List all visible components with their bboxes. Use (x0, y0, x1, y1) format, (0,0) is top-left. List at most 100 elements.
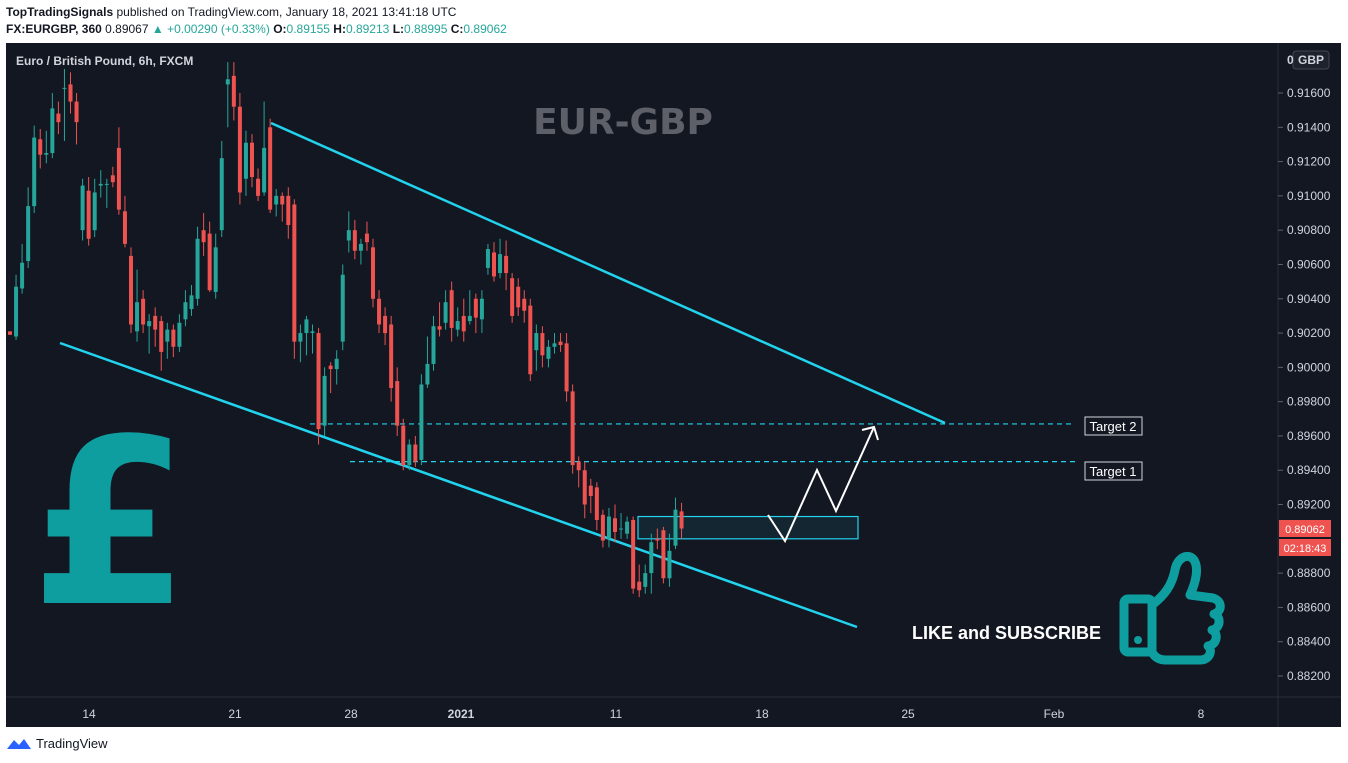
candle-body (122, 211, 127, 244)
candle-body (443, 302, 448, 323)
high-value: 0.89213 (345, 22, 390, 36)
tradingview-logo-icon (7, 738, 31, 749)
candle-body (86, 190, 91, 239)
candle-body (528, 305, 533, 375)
target2-box (1084, 416, 1143, 436)
published-text: published on TradingView.com, January 18… (116, 5, 457, 19)
footer-brand-text: TradingView (36, 736, 108, 751)
price-tick-label: 0.88200 (1287, 669, 1331, 683)
candle-body (50, 108, 55, 154)
price-change: ▲ +0.00290 (+0.33%) (151, 22, 270, 36)
candle-body (522, 298, 527, 311)
time-axis[interactable]: 14 21 28 2021 11 18 25 Feb 8 (82, 707, 1204, 721)
candles-group (8, 62, 684, 598)
candle-body (510, 278, 515, 316)
candle-body (364, 233, 369, 243)
currency-button[interactable] (1292, 50, 1330, 70)
candle-body (274, 195, 279, 205)
candle-body (649, 542, 654, 574)
publisher-name[interactable]: TopTradingSignals (6, 5, 114, 19)
candle-body (256, 178, 261, 196)
time-tick-label: 2021 (448, 707, 475, 721)
candle-body (74, 101, 79, 123)
price-tick-label: 0.91400 (1287, 120, 1331, 134)
time-tick-label: 25 (901, 707, 915, 721)
candle-body (8, 331, 12, 335)
price-tick-label: 0.88600 (1287, 600, 1331, 614)
channel-lower-line (59, 341, 858, 629)
candle-body (643, 573, 648, 587)
candle-body (334, 358, 339, 370)
candle-body (504, 255, 509, 274)
candle-body (129, 255, 133, 325)
price-tick-label: 0.89600 (1287, 429, 1331, 443)
candle-body (147, 321, 152, 327)
candle-body (637, 581, 642, 591)
low-value: 0.88995 (404, 22, 448, 36)
candle-body (26, 206, 31, 262)
candle-body (425, 363, 430, 385)
chart-area[interactable] (6, 43, 1341, 727)
time-tick-label: 11 (610, 707, 623, 721)
candle-body (268, 127, 273, 210)
candle-body (383, 315, 388, 334)
candle-body (588, 485, 593, 496)
candle-body (534, 333, 539, 351)
candle-body (44, 153, 49, 155)
candle-body (600, 514, 605, 541)
price-tick-label: 0.89800 (1287, 395, 1331, 409)
candle-body (377, 298, 382, 325)
candle-body (516, 286, 521, 308)
candle-body (546, 346, 551, 359)
candle-body (371, 247, 375, 299)
cta-text: LIKE and SUBSCRIBE (912, 623, 1101, 643)
candle-body (183, 302, 188, 320)
target1-box (1084, 461, 1143, 481)
time-tick-label: Feb (1044, 707, 1065, 721)
candle-body (316, 333, 321, 430)
candle-body (219, 158, 224, 231)
candle-body (68, 84, 73, 102)
candle-body (225, 79, 230, 85)
candle-body (280, 195, 285, 205)
chart-title: EUR-GBP (533, 102, 713, 143)
candle-body (104, 183, 109, 185)
price-tick-label: 0.91200 (1287, 155, 1331, 169)
time-tick-label: 8 (1198, 707, 1205, 721)
candle-body (20, 262, 25, 289)
high-label: H: (333, 22, 346, 36)
candle-body (231, 75, 236, 107)
candle-body (552, 343, 557, 347)
thumb-cuff-dot (1134, 636, 1142, 644)
pound-icon: £ (30, 391, 190, 658)
price-axis[interactable]: 0.91600 0.91400 0.91200 0.91000 0.90800 0.906… (1278, 86, 1331, 683)
candle-body (407, 444, 412, 466)
candle-body (467, 315, 472, 322)
candle-body (32, 137, 37, 207)
price-tick-label: 0.91000 (1287, 189, 1331, 203)
footer-brand[interactable]: TradingView (6, 736, 108, 751)
open-value: 0.89155 (286, 22, 330, 36)
candle-body (461, 315, 466, 332)
price-tick-label: 0.90400 (1287, 292, 1331, 306)
low-label: L: (392, 22, 405, 36)
candle-body (631, 519, 636, 589)
candle-body (56, 113, 61, 123)
candle-body (679, 511, 684, 529)
countdown-tag (1279, 539, 1331, 556)
candle-body (473, 298, 478, 318)
target1-label: Target 1 (1090, 464, 1137, 479)
candle-body (437, 326, 442, 330)
thumbs-up-icon (1119, 551, 1225, 665)
candle-body (80, 185, 85, 231)
candle-body (413, 444, 418, 462)
candle-body (207, 233, 212, 291)
candle-body (619, 528, 624, 530)
candle-body (153, 315, 158, 330)
candle-body (171, 329, 176, 347)
candle-body (667, 550, 672, 579)
close-value: 0.89062 (463, 22, 507, 36)
candle-body (292, 204, 297, 342)
candle-body (298, 333, 303, 342)
